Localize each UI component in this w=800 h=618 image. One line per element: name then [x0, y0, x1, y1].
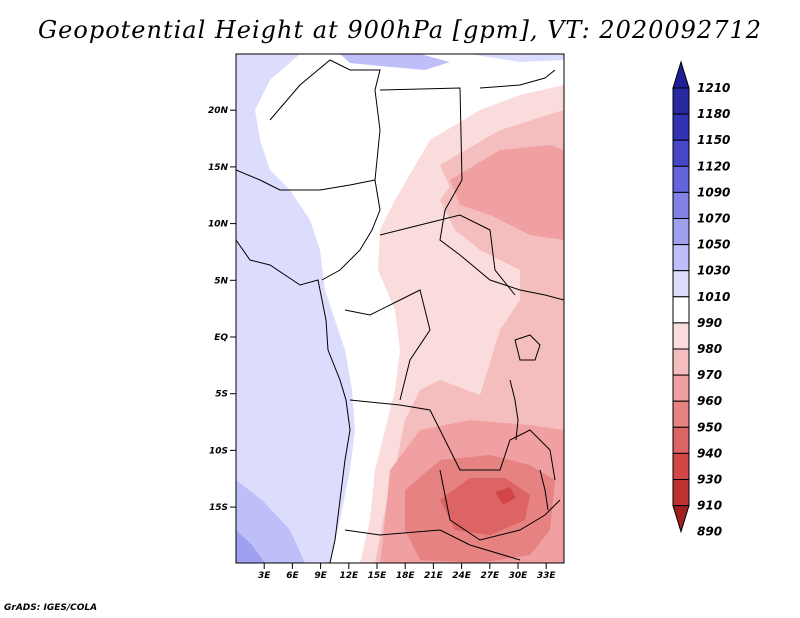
colorbar-label: 1010: [697, 290, 730, 304]
colorbar-swatch: [672, 322, 690, 350]
colorbar-swatch: [672, 296, 690, 324]
colorbar-swatch: [672, 87, 690, 115]
colorbar-label: 890: [697, 525, 722, 539]
colorbar-swatch: [672, 374, 690, 402]
colorbar-swatch: [672, 218, 690, 246]
border-car-drc: [379, 214, 516, 296]
lon-tick-label: 24E: [452, 571, 472, 581]
border-zambia: [439, 469, 561, 541]
lat-tick-label: 10N: [208, 220, 229, 230]
contour-1010-1030-north: [340, 54, 450, 70]
height-field: [236, 54, 564, 563]
colorbar-label: 960: [697, 394, 722, 408]
colorbar-swatch: [672, 348, 690, 376]
border-congo: [344, 289, 431, 401]
colorbar-swatch: [672, 113, 690, 141]
lat-tick-label: 15N: [208, 163, 229, 173]
colorbar-label: 1210: [697, 81, 730, 95]
colorbar-swatch: [672, 400, 690, 428]
colorbar-swatch: [672, 452, 690, 480]
colorbar-label: 1070: [697, 212, 730, 226]
colorbar-label: 930: [697, 473, 722, 487]
colorbar-label: 1180: [697, 107, 730, 121]
colorbar-cap-bottom: [672, 505, 690, 534]
longitude-axis: 3E 6E 9E 12E 15E 18E 21E 24E 27E 30E 33E: [258, 563, 556, 581]
border-horn: [479, 69, 556, 89]
lake-tanganyika: [509, 379, 519, 441]
border-chad-sudan: [269, 59, 381, 181]
lon-tick-label: 18E: [396, 571, 416, 581]
colorbar-label: 940: [697, 446, 722, 460]
latitude-axis: 20N 15N 10N 5N EQ 5S 10S 15S: [208, 106, 236, 513]
lat-tick-label: 20N: [208, 106, 229, 116]
lon-tick-label: 6E: [286, 571, 299, 581]
credit-label: GrADS: IGES/COLA: [4, 603, 98, 613]
colorbar-swatch: [672, 139, 690, 167]
colorbar-label: 950: [697, 420, 722, 434]
colorbar-swatch: [672, 426, 690, 454]
lon-tick-label: 33E: [537, 571, 557, 581]
contour-930-940: [495, 487, 516, 505]
colorbar-label: 990: [697, 316, 722, 330]
border-namibia: [344, 529, 521, 561]
colorbar-swatch: [672, 479, 690, 507]
lat-tick-label: 15S: [209, 503, 228, 513]
lon-tick-label: 21E: [424, 571, 444, 581]
lon-tick-label: 27E: [480, 571, 500, 581]
lat-tick-label: 10S: [209, 446, 228, 456]
colorbar-label: 970: [697, 368, 722, 382]
lon-tick-label: 30E: [509, 571, 529, 581]
lon-tick-label: 12E: [339, 571, 359, 581]
border-sudan-east: [379, 87, 564, 301]
lon-tick-label: 15E: [368, 571, 388, 581]
colorbar-swatch: [672, 165, 690, 193]
chart-title: Geopotential Height at 900hPa [gpm], VT:…: [38, 16, 762, 44]
colorbar-cap-top: [672, 60, 690, 89]
lat-tick-label: 5S: [215, 390, 228, 400]
lon-tick-label: 9E: [314, 571, 327, 581]
contour-960-970-north: [450, 145, 564, 240]
colorbar: 1210 1180 1150 1120 1090 1070 1050 1030 1010 990 9…: [672, 60, 730, 539]
plot-frame: [235, 53, 565, 564]
colorbar-swatch: [672, 191, 690, 219]
colorbar-swatch: [672, 270, 690, 298]
colorbar-label: 1090: [697, 185, 730, 199]
coastline-west-africa: [236, 239, 351, 563]
country-borders: [236, 59, 564, 563]
colorbar-label: 1150: [697, 133, 730, 147]
colorbar-label: 1120: [697, 159, 730, 173]
lake-victoria: [514, 334, 541, 361]
lake-malawi: [539, 469, 549, 511]
lon-tick-label: 3E: [258, 571, 271, 581]
contour-1030-1050: [236, 480, 305, 563]
contour-1030-1050-deep: [236, 530, 265, 563]
lat-tick-label: 5N: [214, 276, 228, 286]
colorbar-label: 980: [697, 342, 722, 356]
colorbar-label: 1050: [697, 238, 730, 252]
colorbar-swatch: [672, 244, 690, 272]
border-angola: [349, 399, 556, 481]
colorbar-label: 910: [697, 499, 722, 513]
lat-tick-label: EQ: [214, 333, 228, 343]
colorbar-label: 1030: [697, 264, 730, 278]
